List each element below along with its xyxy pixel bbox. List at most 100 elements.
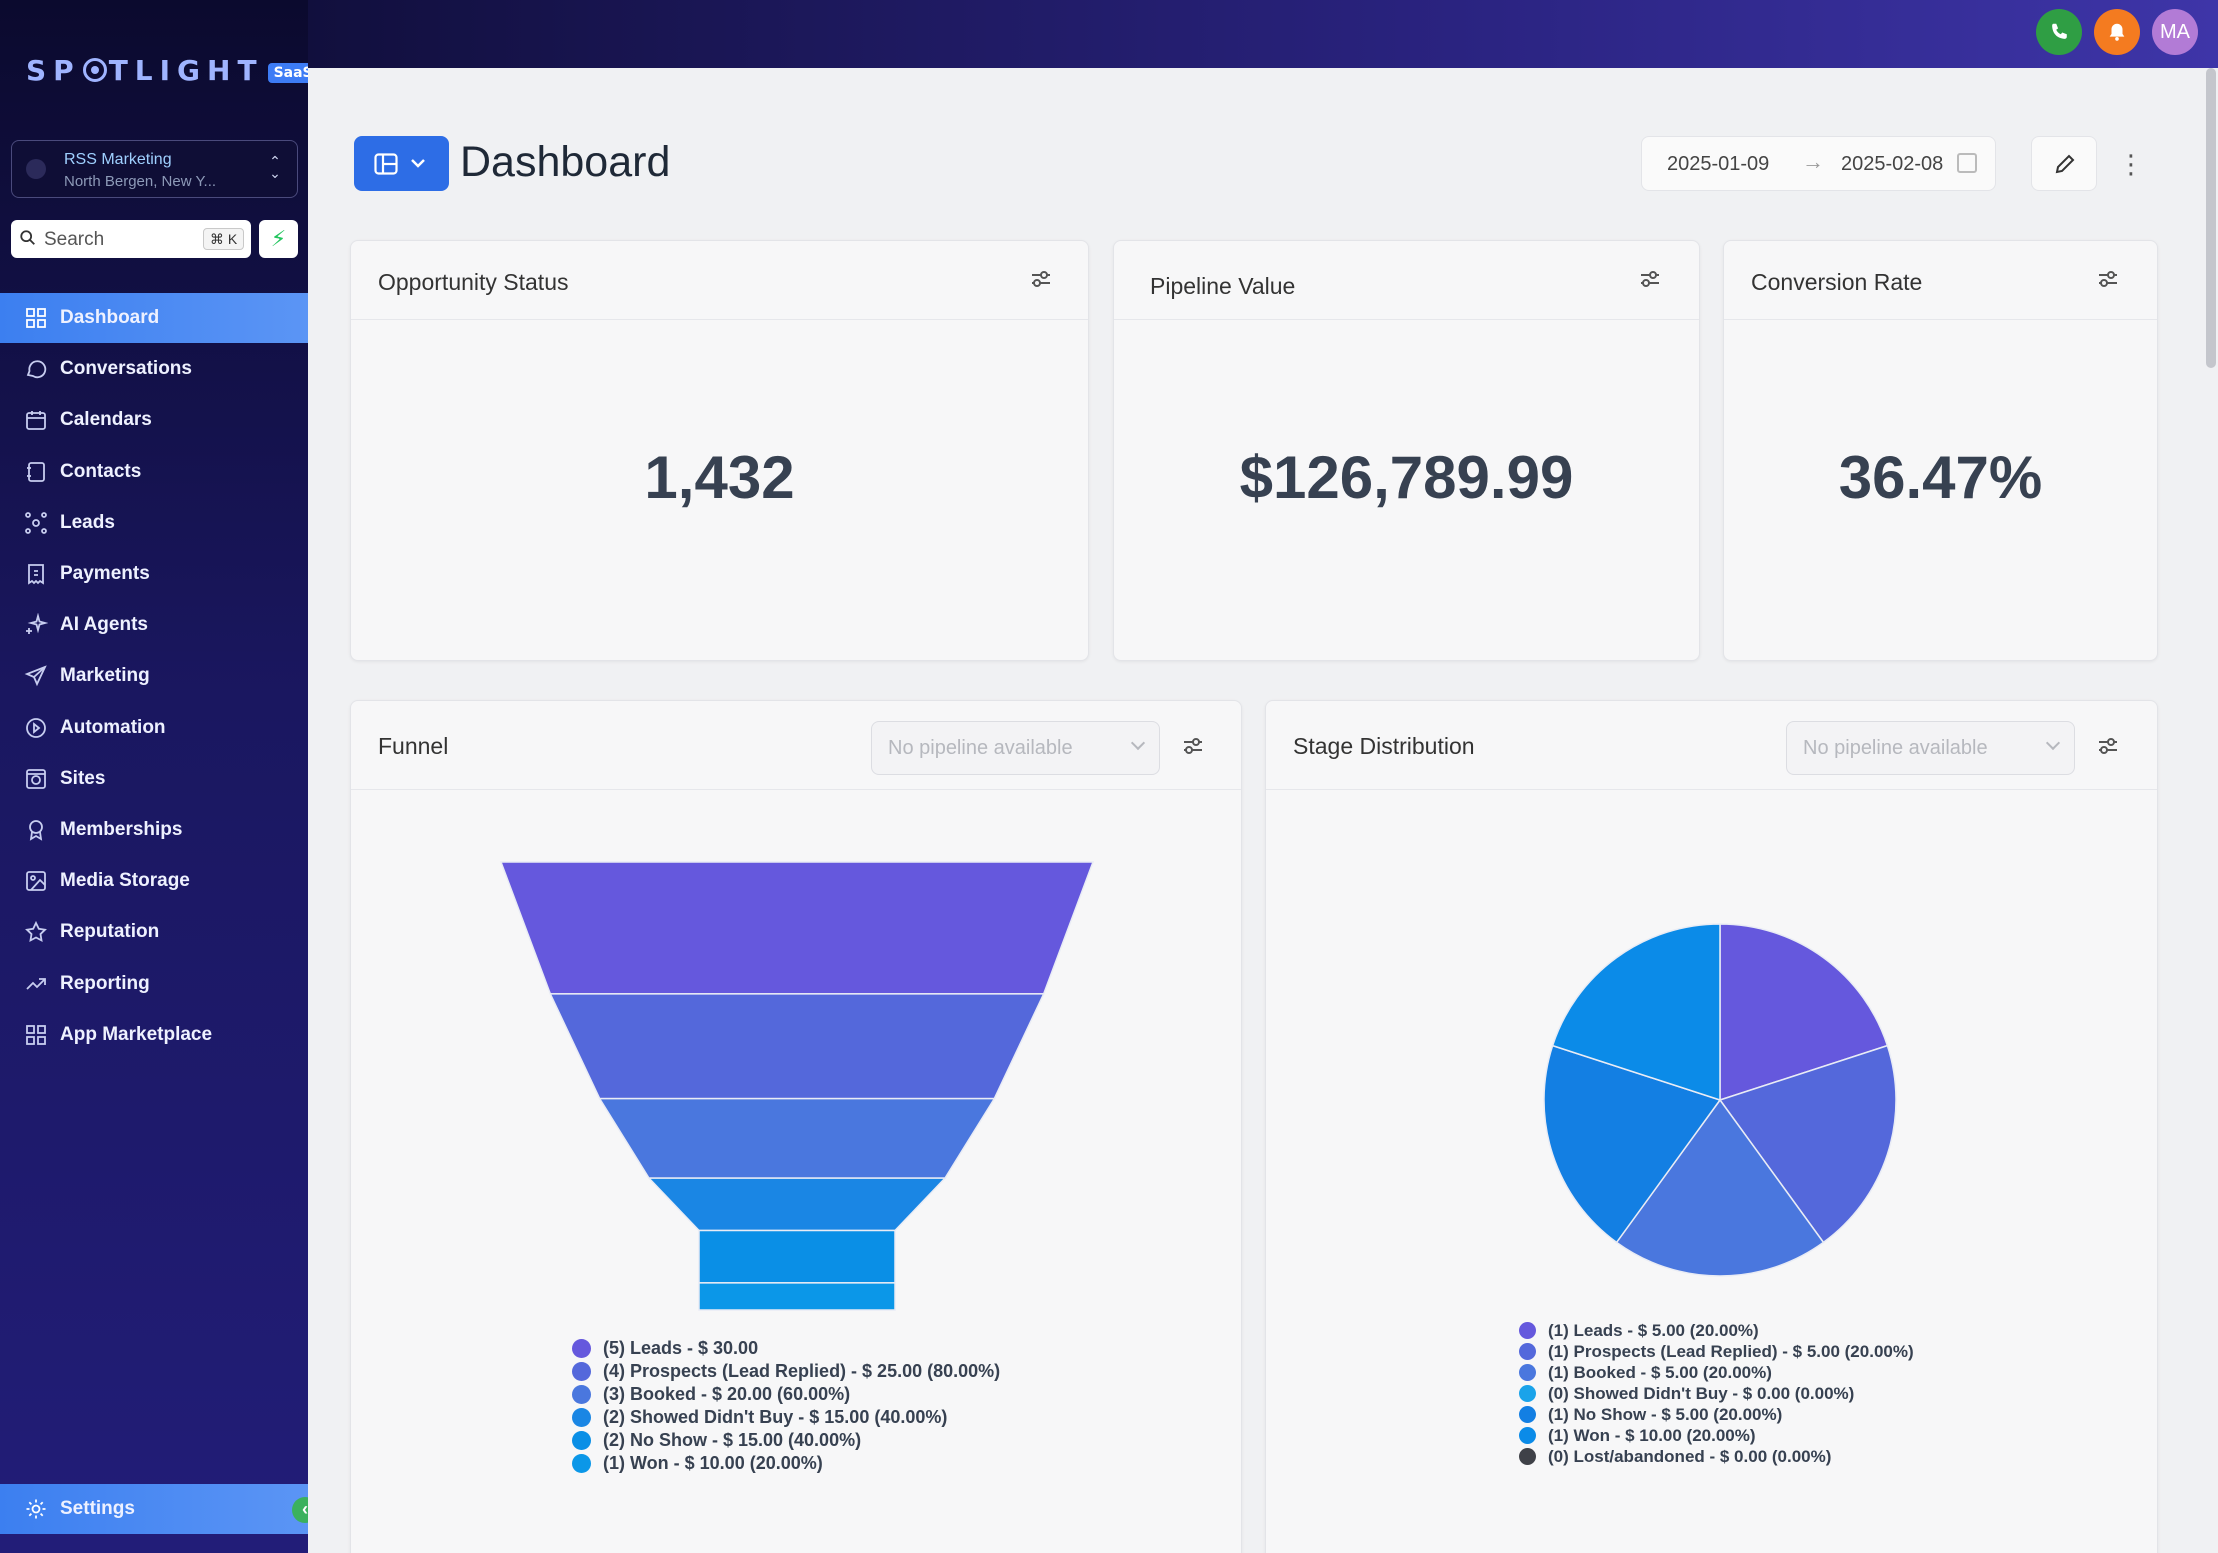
legend-item[interactable]: (1) Won - $ 10.00 (20.00%) [1519,1425,1914,1446]
legend-label: (2) No Show - $ 15.00 (40.00%) [603,1430,862,1450]
legend-item[interactable]: (1) Won - $ 10.00 (20.00%) [572,1452,1000,1475]
search-box[interactable]: Search ⌘ K [11,220,251,258]
location-address: North Bergen, New Y... [64,173,217,190]
calendar-icon [26,411,46,431]
legend-item[interactable]: (1) Prospects (Lead Replied) - $ 5.00 (2… [1519,1341,1914,1362]
sidebar-item-label: Media Storage [60,870,190,892]
card-title: Funnel [378,733,449,759]
badge-icon [29,820,43,841]
legend-swatch [572,1454,591,1473]
sidebar-item-label: Leads [60,511,115,533]
legend-label: (4) Prospects (Lead Replied) - $ 25.00 (… [603,1361,1001,1381]
chevron-down-icon [2045,735,2061,751]
apps-grid-icon [26,1024,46,1045]
sidebar-item-memberships[interactable]: Memberships [0,805,308,855]
sidebar-item-contacts[interactable]: Contacts [0,447,308,497]
invoice-icon [28,564,44,585]
pie-slice-won[interactable] [1551,923,1721,1102]
legend-item[interactable]: (1) No Show - $ 5.00 (20.00%) [1519,1404,1914,1425]
spotlight-logo[interactable]: SP TLIGHT SaaS [26,54,319,87]
sidebar-item-label: Settings [60,1498,135,1519]
notifications-button[interactable] [2094,9,2140,55]
scrollbar-thumb[interactable] [2206,68,2216,368]
funnel-stage-no-show[interactable] [698,1229,896,1284]
card-title: Conversion Rate [1751,269,1923,295]
sidebar-item-app-marketplace[interactable]: App Marketplace [0,1010,308,1060]
date-range-picker[interactable]: 2025-01-09 → 2025-02-08 [1641,136,1996,191]
sidebar-item-media-storage[interactable]: Media Storage [0,856,308,906]
pie-slice-no-show[interactable] [1543,1044,1722,1244]
sidebar-item-marketing[interactable]: Marketing [0,651,308,701]
pie-slice-prospects-lead-replied-[interactable] [1718,1044,1897,1244]
funnel-stage-leads[interactable] [499,861,1095,995]
sidebar-item-label: AI Agents [60,614,148,636]
sidebar-item-settings[interactable]: Settings [0,1484,308,1534]
sidebar-item-leads[interactable]: Leads [0,498,308,548]
bolt-icon: ⚡ [270,226,287,251]
trend-line-icon [26,977,46,990]
opportunity-status-card: Opportunity Status 1,432 [350,240,1089,661]
date-end[interactable]: 2025-02-08 [1841,153,1944,175]
funnel-pipeline-select[interactable]: No pipeline available [871,721,1160,775]
pipeline-value: $126,789.99 [1239,444,1574,511]
legend-item[interactable]: (0) Lost/abandoned - $ 0.00 (0.00%) [1519,1446,1914,1467]
funnel-stage-won[interactable] [698,1282,896,1311]
scrollbar[interactable] [2205,68,2218,1553]
chat-bubble-icon [26,360,47,379]
dashboard-icon [26,308,46,328]
pie-slice-booked[interactable] [1615,1098,1825,1277]
sidebar-item-reporting[interactable]: Reporting [0,959,308,1009]
saas-badge: SaaS [267,63,319,83]
sidebar-item-label: Payments [60,563,150,584]
legend-item[interactable]: (2) No Show - $ 15.00 (40.00%) [572,1429,1000,1452]
legend-label: (0) Showed Didn't Buy - $ 0.00 (0.00%) [1548,1383,1855,1403]
layout-switch-button[interactable] [354,136,449,191]
sidebar-item-dashboard[interactable]: Dashboard [0,293,308,343]
filter-sliders-icon[interactable] [1638,267,1662,291]
legend-item[interactable]: (0) Showed Didn't Buy - $ 0.00 (0.00%) [1519,1383,1914,1404]
filter-sliders-icon[interactable] [2096,267,2120,291]
user-avatar[interactable]: MA [2152,9,2198,55]
opportunity-count: 1,432 [644,444,795,511]
legend-item[interactable]: (1) Booked - $ 5.00 (20.00%) [1519,1362,1914,1383]
sidebar-item-ai-agents[interactable]: AI Agents [0,600,308,650]
sidebar-item-automation[interactable]: Automation [0,703,308,753]
legend-item[interactable]: (3) Booked - $ 20.00 (60.00%) [572,1383,1000,1406]
sidebar-item-conversations[interactable]: Conversations [0,344,308,394]
conversion-rate-card: Conversion Rate 36.47% [1723,240,2158,661]
more-options-button[interactable]: ⋮ [2118,146,2144,182]
sidebar-item-payments[interactable]: Payments [0,549,308,599]
legend-swatch [1519,1364,1536,1381]
funnel-stage-prospects-lead-replied-[interactable] [549,993,1045,1100]
legend-label: (1) Booked - $ 5.00 (20.00%) [1548,1362,1772,1382]
paper-plane-icon [24,665,47,687]
legend-item[interactable]: (5) Leads - $ 30.00 [572,1337,1000,1360]
filter-sliders-icon[interactable] [2096,734,2120,758]
location-switcher[interactable]: RSS Marketing North Bergen, New Y... ⌃ ⌄ [11,140,298,198]
phone-button[interactable] [2036,9,2082,55]
spotlight-ring-icon [82,58,107,82]
sidebar-item-reputation[interactable]: Reputation [0,907,308,957]
pie-slice-leads[interactable] [1719,923,1889,1102]
legend-label: (3) Booked - $ 20.00 (60.00%) [603,1384,851,1404]
edit-dashboard-button[interactable] [2031,136,2097,191]
funnel-stage-showed-didn-t-buy[interactable] [647,1177,947,1232]
legend-item[interactable]: (2) Showed Didn't Buy - $ 15.00 (40.00%) [572,1406,1000,1429]
stage-pie-chart [1543,923,1897,1277]
filter-sliders-icon[interactable] [1181,734,1205,758]
sidebar-item-calendars[interactable]: Calendars [0,395,308,445]
legend-label: (1) Won - $ 10.00 (20.00%) [1548,1425,1756,1445]
stage-pipeline-select[interactable]: No pipeline available [1786,721,2075,775]
legend-item[interactable]: (4) Prospects (Lead Replied) - $ 25.00 (… [572,1360,1000,1383]
legend-item[interactable]: (1) Leads - $ 5.00 (20.00%) [1519,1320,1914,1341]
sidebar-item-sites[interactable]: Sites [0,754,308,804]
funnel-chart [499,861,1095,1311]
card-title: Opportunity Status [378,269,569,295]
funnel-stage-booked[interactable] [598,1097,996,1179]
quick-action-bolt-button[interactable]: ⚡ [259,220,298,258]
page-title: Dashboard [460,138,671,186]
date-start[interactable]: 2025-01-09 [1667,153,1770,175]
legend-label: (1) Leads - $ 5.00 (20.00%) [1548,1320,1759,1340]
star-icon [25,921,47,943]
filter-sliders-icon[interactable] [1029,267,1053,291]
